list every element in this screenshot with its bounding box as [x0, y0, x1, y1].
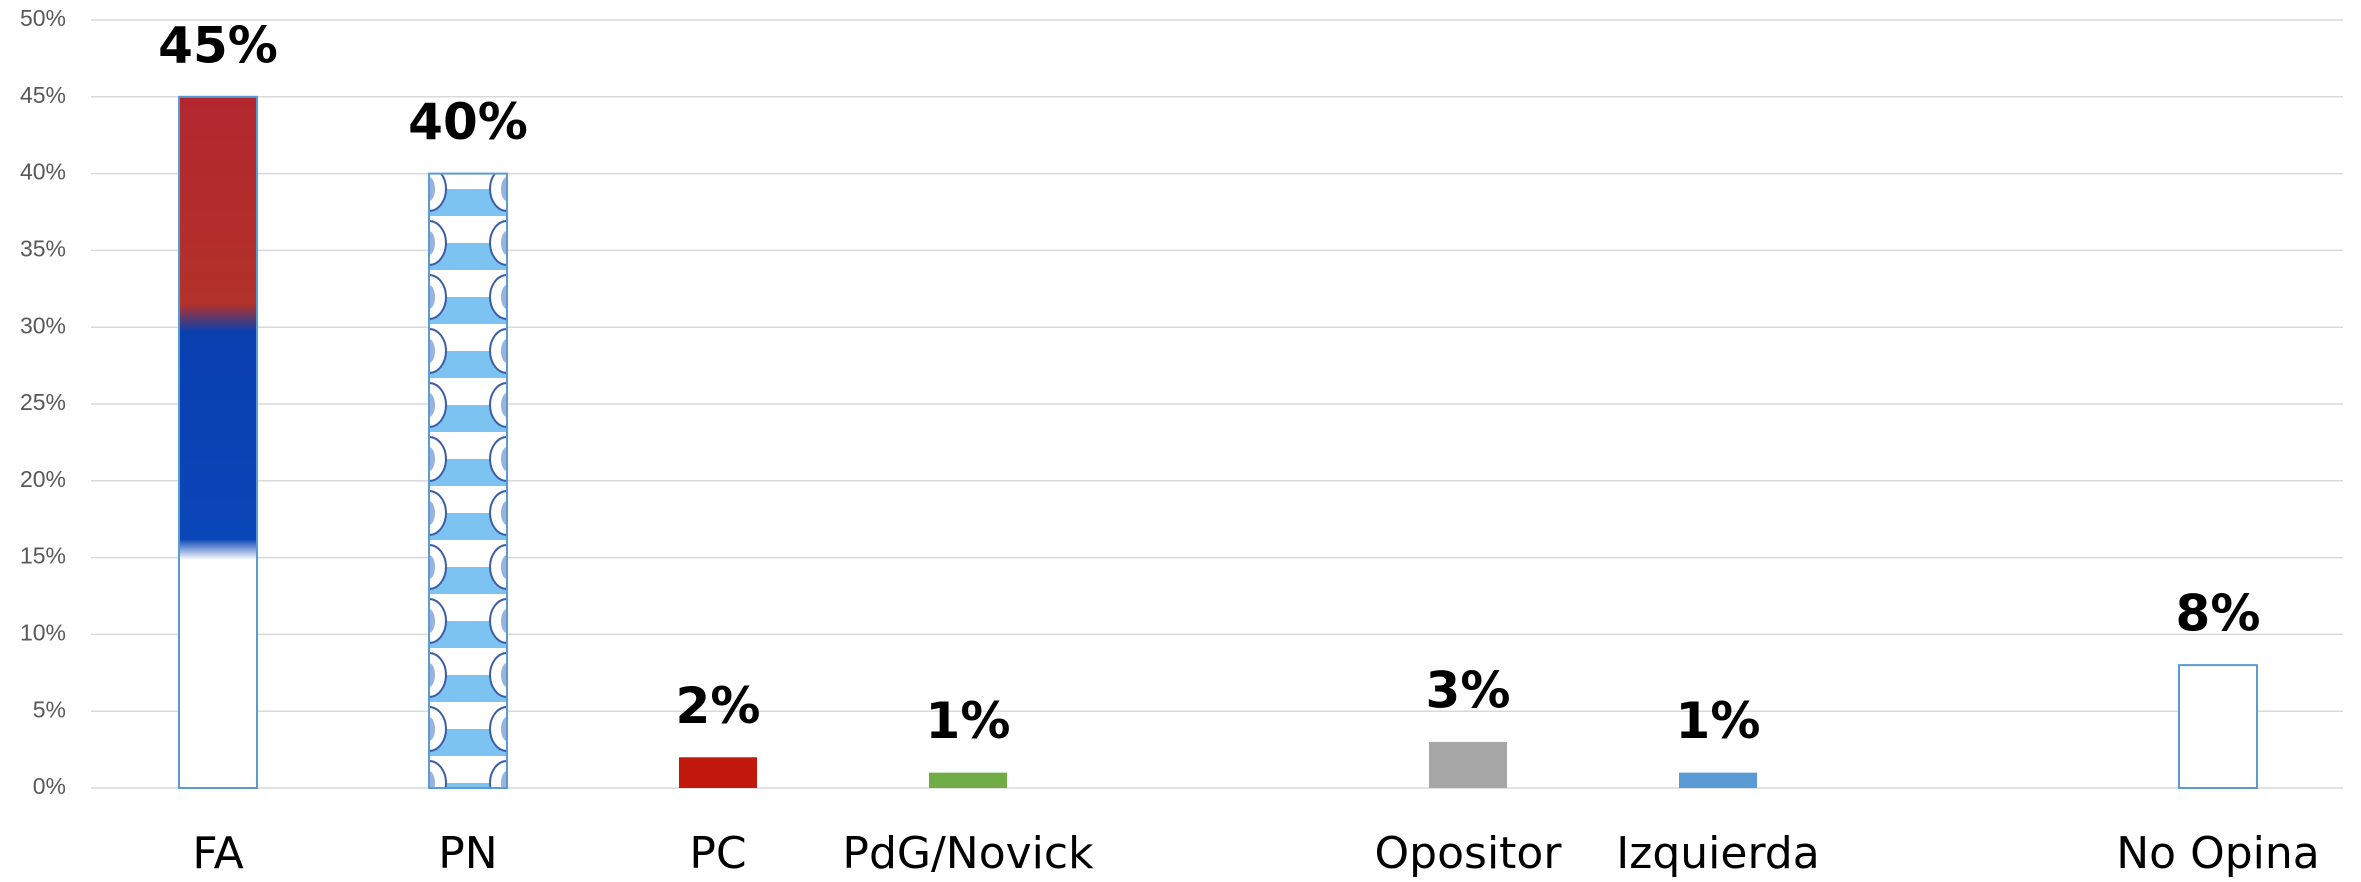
x-tick-label: PC [689, 828, 746, 879]
y-tick-label: 10% [20, 619, 66, 645]
x-tick-label: Opositor [1375, 828, 1563, 879]
chart: 0% 5% 10% 15% 20% 25% 30% 35% 40% 45% 50% FA 45% PN 40… [0, 0, 2361, 882]
y-tick-label: 45% [20, 82, 66, 108]
value-label: 3% [1426, 661, 1511, 719]
x-tick-label: FA [192, 828, 243, 879]
y-tick-label: 20% [20, 466, 66, 492]
bar [429, 174, 507, 788]
bar [1429, 742, 1507, 788]
value-label: 1% [1676, 692, 1761, 750]
y-tick-label: 15% [20, 543, 66, 569]
bar [1679, 773, 1757, 788]
value-label: 40% [408, 93, 528, 151]
x-tick-label: Izquierda [1616, 828, 1819, 879]
page: 0% 5% 10% 15% 20% 25% 30% 35% 40% 45% 50% FA 45% PN 40… [0, 0, 2361, 882]
x-tick-label: PdG/Novick [842, 828, 1094, 879]
value-label: 1% [926, 692, 1011, 750]
bar [2179, 665, 2257, 788]
x-tick-label: No Opina [2116, 828, 2319, 879]
value-label: 45% [158, 16, 278, 74]
y-tick-label: 30% [20, 312, 66, 338]
y-tick-label: 35% [20, 235, 66, 261]
bar [679, 757, 757, 788]
value-label: 2% [676, 677, 761, 735]
y-tick-label: 50% [20, 5, 66, 31]
bar [929, 773, 1007, 788]
y-tick-label: 25% [20, 389, 66, 415]
x-tick-label: PN [438, 828, 497, 879]
y-tick-label: 0% [33, 773, 66, 799]
value-label: 8% [2176, 585, 2261, 643]
bar [179, 97, 257, 788]
y-tick-label: 40% [20, 159, 66, 185]
y-tick-label: 5% [33, 696, 66, 722]
